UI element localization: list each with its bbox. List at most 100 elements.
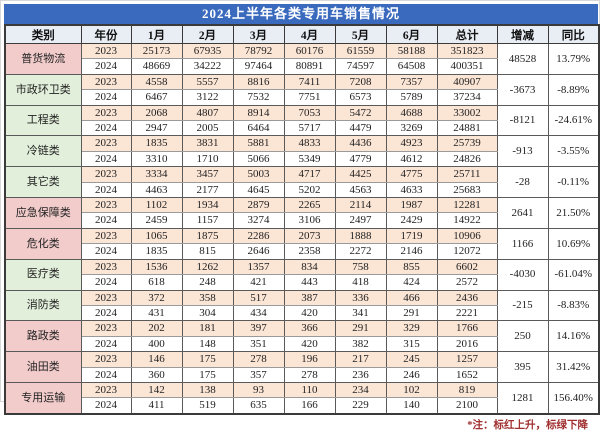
value-cell: 3106: [283, 212, 336, 229]
value-cell: 351: [232, 335, 285, 353]
value-cell: 80891: [283, 58, 336, 75]
value-cell: 6467: [130, 89, 183, 106]
col-header-0: 类别: [4, 24, 82, 44]
value-cell: 421: [232, 274, 285, 291]
value-cell: 202: [130, 320, 183, 337]
value-cell: 341: [334, 304, 387, 322]
value-cell: 5717: [283, 120, 336, 137]
value-cell: 4645: [232, 181, 285, 199]
value-cell: 278: [232, 351, 285, 368]
year-cell: 2024: [80, 274, 132, 291]
value-cell: 140: [385, 397, 438, 415]
yoy-cell: -0.11%: [547, 166, 600, 199]
col-header-3: 2月: [181, 24, 234, 44]
value-cell: 4612: [385, 150, 438, 168]
table-row: 2024 431 304 434 420 341 291 2221: [5, 304, 599, 322]
value-cell: 2068: [130, 104, 183, 122]
value-cell: 12072: [436, 243, 498, 260]
value-cell: 181: [181, 320, 234, 337]
table-row: 2024 2459 1157 3274 3106 2497 2429 14922: [5, 212, 599, 229]
col-header-8: 总计: [436, 24, 498, 44]
value-cell: 148: [181, 335, 234, 353]
value-cell: 3122: [181, 89, 234, 106]
value-cell: 1934: [181, 197, 234, 214]
value-cell: 1835: [130, 135, 183, 152]
change-cell: -3673: [496, 73, 549, 106]
value-cell: 2146: [385, 243, 438, 260]
value-cell: 2436: [436, 289, 498, 306]
value-cell: 7751: [283, 89, 336, 106]
value-cell: 25683: [436, 181, 498, 199]
yoy-cell: 14.16%: [547, 320, 600, 353]
yoy-cell: 21.50%: [547, 197, 600, 229]
year-cell: 2023: [80, 166, 132, 183]
value-cell: 291: [334, 320, 387, 337]
value-cell: 4563: [334, 181, 387, 199]
year-cell: 2023: [80, 135, 132, 152]
value-cell: 1766: [436, 320, 498, 337]
category-cell: 危化类: [4, 227, 82, 260]
col-header-1: 年份: [80, 24, 132, 44]
value-cell: 6602: [436, 258, 498, 276]
value-cell: 329: [385, 320, 438, 337]
value-cell: 4779: [334, 150, 387, 168]
value-cell: 7532: [232, 89, 285, 106]
value-cell: 3269: [385, 120, 438, 137]
value-cell: 351823: [436, 42, 498, 60]
value-cell: 360: [130, 366, 183, 383]
value-cell: 1719: [385, 227, 438, 245]
value-cell: 758: [334, 258, 387, 276]
table-row: 专用运输 2023 142 138 93 110 234 102 819 1281 156.40%: [4, 381, 600, 415]
value-cell: 5202: [283, 181, 336, 199]
value-cell: 7357: [385, 73, 438, 91]
value-cell: 387: [283, 289, 336, 306]
legend-note: *注：标红上升，标绿下降: [467, 419, 588, 431]
value-cell: 48669: [130, 58, 183, 75]
value-cell: 37234: [436, 89, 498, 106]
table-row: 应急保障类 2023 1102 1934 2879 2265 2114 1987 12281 26…: [4, 197, 600, 229]
value-cell: 4558: [130, 73, 183, 91]
col-header-6: 5月: [334, 24, 387, 44]
table-row: 2024 6467 3122 7532 7751 6573 5789 37234: [5, 89, 599, 106]
yoy-cell: 13.79%: [547, 43, 600, 75]
value-cell: 3334: [130, 166, 183, 183]
value-cell: 2265: [283, 197, 336, 214]
table-row: 其它类 2023 3334 3457 5003 4717 4425 4775 25711 -28-…: [4, 166, 600, 199]
value-cell: 146: [130, 351, 183, 368]
value-cell: 519: [181, 397, 234, 415]
change-cell: 1281: [496, 381, 549, 415]
value-cell: 93: [232, 381, 285, 399]
value-cell: 7053: [283, 104, 336, 122]
value-cell: 3457: [181, 166, 234, 183]
table-row: 消防类 2023 372 358 517 387 336 466 2436 -215 -8.83%: [4, 289, 600, 322]
value-cell: 24826: [436, 150, 498, 168]
year-cell: 2024: [80, 366, 132, 383]
table-row: 2024 48669 34222 97464 80891 74597 64508 400351: [5, 58, 599, 75]
table-row: 2024 1835 815 2646 2358 2272 2146 12072: [5, 243, 599, 260]
year-cell: 2023: [80, 320, 132, 337]
yoy-cell: 31.42%: [547, 351, 600, 383]
value-cell: 61559: [334, 42, 387, 60]
value-cell: 466: [385, 289, 438, 306]
change-cell: -8121: [496, 104, 549, 137]
value-cell: 7208: [334, 73, 387, 91]
value-cell: 12281: [436, 197, 498, 214]
value-cell: 6573: [334, 89, 387, 106]
category-cell: 消防类: [4, 289, 82, 322]
value-cell: 1157: [181, 212, 234, 229]
value-cell: 7411: [283, 73, 336, 91]
value-cell: 2286: [232, 227, 285, 245]
value-cell: 397: [232, 320, 285, 337]
value-cell: 1262: [181, 258, 234, 276]
change-cell: -28: [496, 166, 549, 199]
value-cell: 400351: [436, 58, 498, 75]
value-cell: 278: [283, 366, 336, 383]
year-cell: 2024: [80, 243, 132, 260]
value-cell: 5066: [232, 150, 285, 168]
value-cell: 58188: [385, 42, 438, 60]
value-cell: 382: [334, 335, 387, 353]
change-cell: 1166: [496, 227, 549, 260]
value-cell: 74597: [334, 58, 387, 75]
yoy-cell: -3.55%: [547, 135, 600, 168]
col-header-7: 6月: [385, 24, 438, 44]
